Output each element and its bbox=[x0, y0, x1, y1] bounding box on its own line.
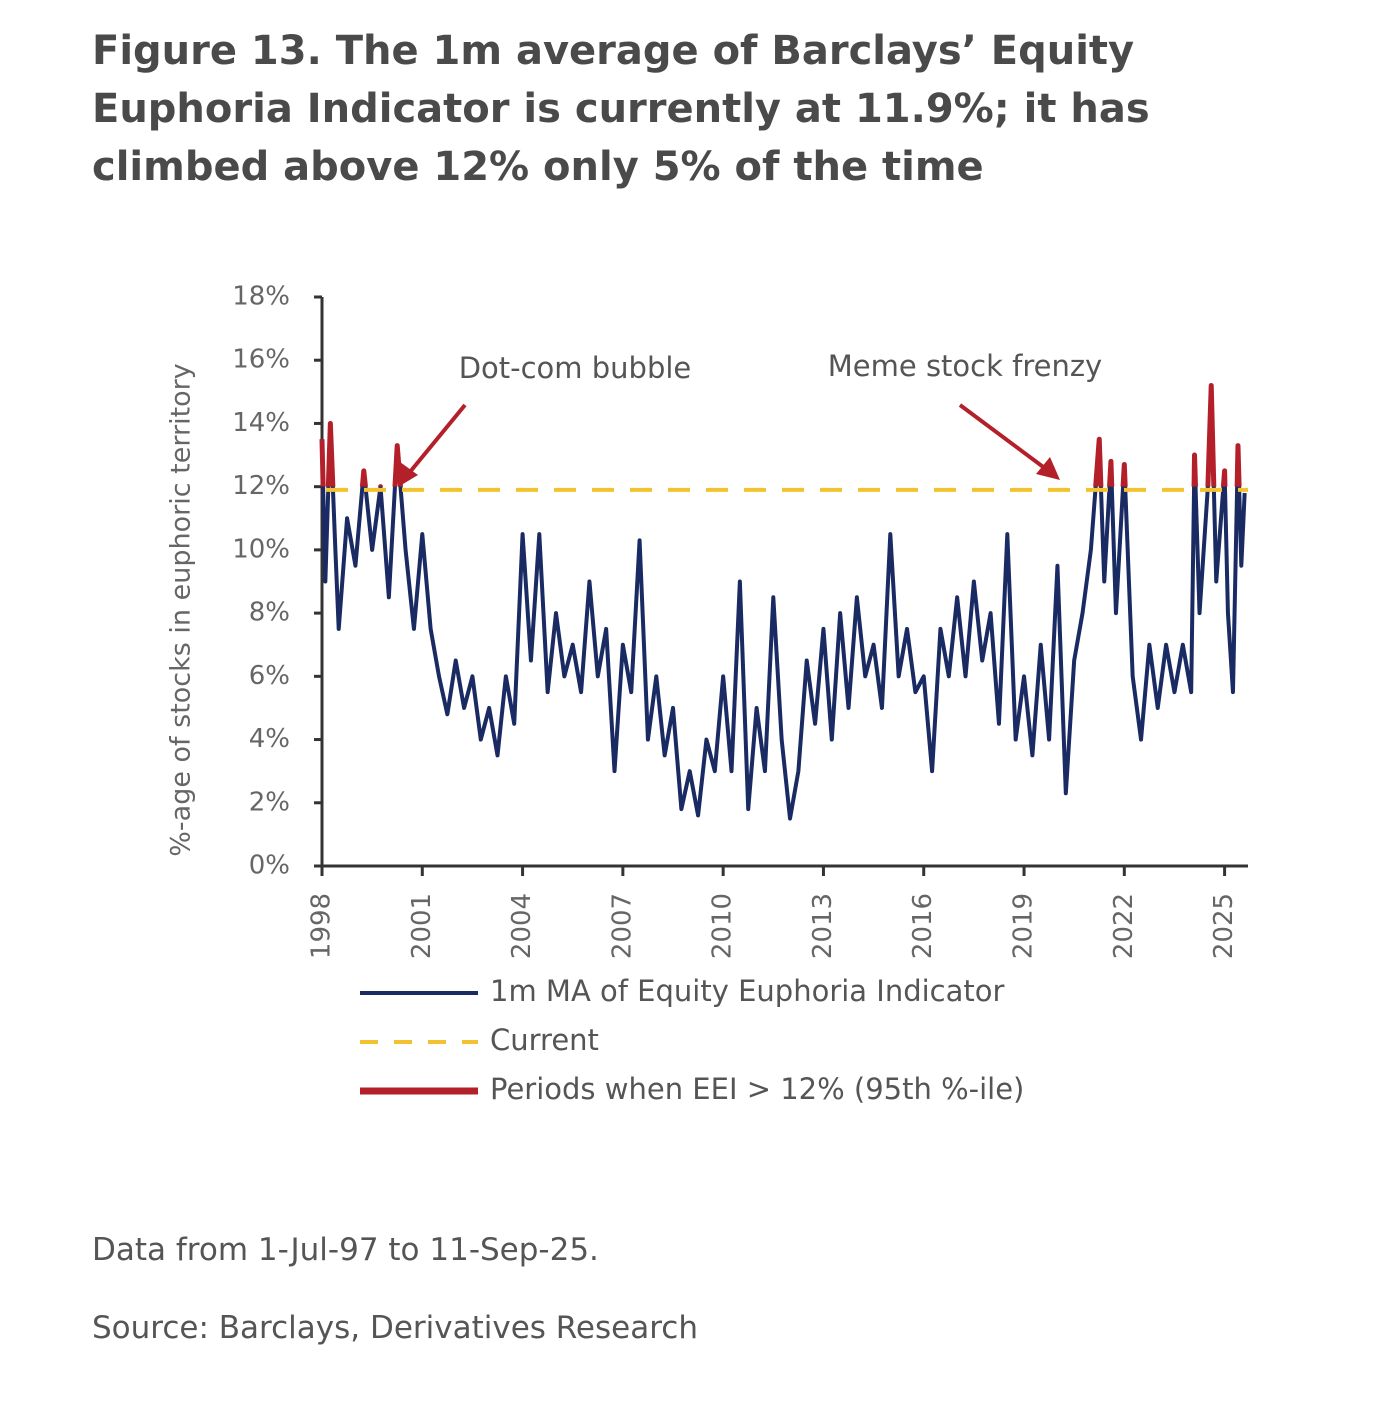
y-tick-label: 0% bbox=[249, 851, 290, 881]
legend-label: Current bbox=[490, 1023, 599, 1057]
y-tick-label: 14% bbox=[232, 408, 290, 438]
x-tick-label: 2022 bbox=[1109, 893, 1139, 959]
source: Source: Barclays, Derivatives Research bbox=[92, 1310, 698, 1346]
x-tick-label: 2013 bbox=[808, 893, 838, 959]
x-tick-label: 2010 bbox=[708, 893, 738, 959]
line-series bbox=[320, 383, 1247, 821]
x-tick-label: 2025 bbox=[1209, 893, 1239, 959]
note: Data from 1-Jul-97 to 11-Sep-25. bbox=[92, 1232, 599, 1268]
y-tick-label: 18% bbox=[232, 282, 290, 312]
y-tick-label: 12% bbox=[232, 471, 290, 501]
x-tick-label: 2007 bbox=[607, 893, 637, 959]
title: Figure 13. The 1m average of Barclays’ E… bbox=[92, 28, 1150, 190]
x-tick-label: 2004 bbox=[507, 893, 537, 959]
x-tick-label: 2016 bbox=[908, 893, 938, 959]
annotation-arrow bbox=[958, 403, 1052, 474]
y-tick-label: 2% bbox=[249, 787, 290, 817]
y-tick-label: 8% bbox=[249, 598, 290, 628]
annotation-arrowhead bbox=[398, 462, 418, 487]
x-tick-label: 2001 bbox=[407, 893, 437, 959]
annotation-arrowhead bbox=[1036, 457, 1060, 480]
legend-label: Periods when EEI > 12% (95th %-ile) bbox=[490, 1072, 1024, 1106]
annotation: Dot-com bubble bbox=[459, 351, 692, 385]
y-tick-label: 4% bbox=[249, 724, 290, 754]
y-tick-label: 16% bbox=[232, 345, 290, 375]
y-axis-label: %-age of stocks in euphoric territory bbox=[166, 363, 197, 857]
legend-label: 1m MA of Equity Euphoria Indicator bbox=[490, 974, 1005, 1008]
annotation-arrow bbox=[403, 403, 467, 480]
y-tick-label: 10% bbox=[232, 534, 290, 564]
x-tick-label: 1998 bbox=[307, 893, 337, 959]
annotation: Meme stock frenzy bbox=[828, 349, 1102, 383]
y-tick-label: 6% bbox=[249, 661, 290, 691]
x-tick-label: 2019 bbox=[1009, 893, 1039, 959]
